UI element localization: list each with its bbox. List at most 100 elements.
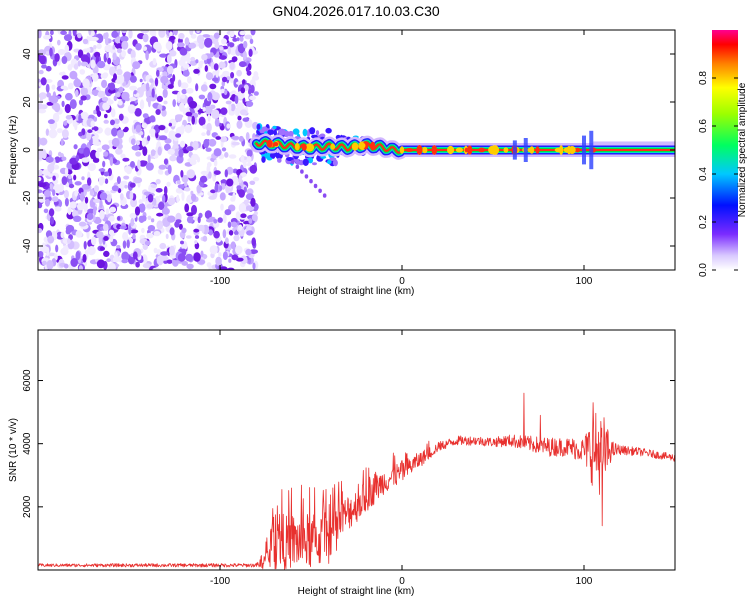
noise-speckle [235,211,241,220]
noise-speckle [242,97,246,104]
noise-speckle [240,255,248,265]
noise-speckle [161,109,167,117]
noise-speckle [162,194,166,204]
noise-speckle [74,181,82,186]
noise-speckle [76,202,85,211]
noise-speckle [178,32,185,40]
noise-speckle [87,163,96,172]
noise-speckle [58,71,66,76]
noise-speckle [240,155,245,163]
noise-speckle [100,73,105,79]
noise-speckle [108,215,115,222]
noise-speckle [45,128,50,136]
noise-speckle [109,156,114,166]
noise-speckle [196,30,200,34]
noise-speckle [165,233,169,239]
noise-speckle [147,154,151,164]
noise-speckle [199,175,208,183]
noise-speckle [48,128,58,139]
noise-speckle [230,221,238,228]
snr-frame [37,329,676,571]
noise-speckle [186,263,194,270]
noise-speckle [166,181,171,187]
snr-xlabel: Height of straight line (km) [298,586,415,597]
noise-speckle [124,126,129,132]
noise-speckle [229,45,238,56]
noise-speckle [118,113,124,121]
noise-speckle [167,164,172,175]
spectrogram-xtick-label: 0 [399,276,405,287]
noise-speckle [157,146,162,156]
noise-speckle [166,259,173,264]
noise-speckle [155,109,161,115]
noise-speckle [208,195,217,200]
noise-speckle [184,37,190,46]
noise-speckle [112,52,117,61]
noise-speckle [43,190,51,198]
noise-speckle [191,193,197,202]
noise-speckle [75,230,83,238]
noise-speckle [252,262,256,270]
noise-speckle [116,68,123,76]
noise-speckle [160,251,169,256]
noise-speckle [106,258,111,263]
noise-speckle [158,135,168,141]
ridge-burst [589,130,594,170]
noise-speckle [121,50,126,58]
noise-speckle [77,32,82,39]
noise-speckle [213,32,220,39]
snr-xtick-label: 0 [399,576,405,587]
noise-speckle [113,73,117,81]
noise-speckle [155,178,161,185]
noise-speckle [239,30,246,36]
noise-speckle [205,72,214,81]
noise-speckle [186,215,194,224]
noise-speckle [131,145,140,151]
noise-speckle [173,30,178,36]
ridge-knot [301,143,307,151]
noise-speckle [160,75,169,84]
noise-speckle [96,43,102,49]
noise-speckle [119,193,124,201]
noise-speckle [87,177,92,186]
ridge-knot [574,147,581,153]
noise-speckle [45,79,53,83]
noise-speckle [217,217,223,223]
noise-speckle [219,266,228,270]
noise-speckle [187,76,192,84]
ridge-burst [582,135,586,165]
noise-speckle [162,71,168,78]
noise-speckle [204,106,213,115]
spectrogram-axes: -100 0 100 -40 -20 0 20 40 [22,30,675,287]
signal-onset-blobs [254,123,369,198]
noise-speckle [111,127,118,137]
noise-speckle [243,186,247,193]
noise-speckle [101,79,108,89]
noise-speckle [130,161,135,168]
noise-speckle [107,57,112,65]
noise-speckle [224,90,228,96]
noise-speckle [177,184,185,189]
noise-speckle [179,140,186,148]
noise-speckle [43,34,51,40]
noise-speckle [39,54,46,65]
noise-speckle [208,216,216,221]
noise-speckle [231,56,238,62]
noise-speckle [133,177,143,184]
noise-speckle [180,124,185,131]
noise-speckle [47,252,56,257]
noise-speckle [248,48,253,58]
noise-speckle [63,189,69,199]
noise-speckle [152,197,157,206]
noise-speckle [180,170,184,178]
noise-speckle [159,53,168,58]
noise-speckle [125,97,130,102]
noise-speckle [109,206,117,213]
ridge-knot [431,145,438,155]
noise-speckle [220,203,224,211]
noise-speckle [236,120,243,129]
noise-speckle [121,259,128,264]
noise-speckle [38,30,42,39]
noise-speckle [156,69,160,77]
signal-blob [292,128,300,135]
